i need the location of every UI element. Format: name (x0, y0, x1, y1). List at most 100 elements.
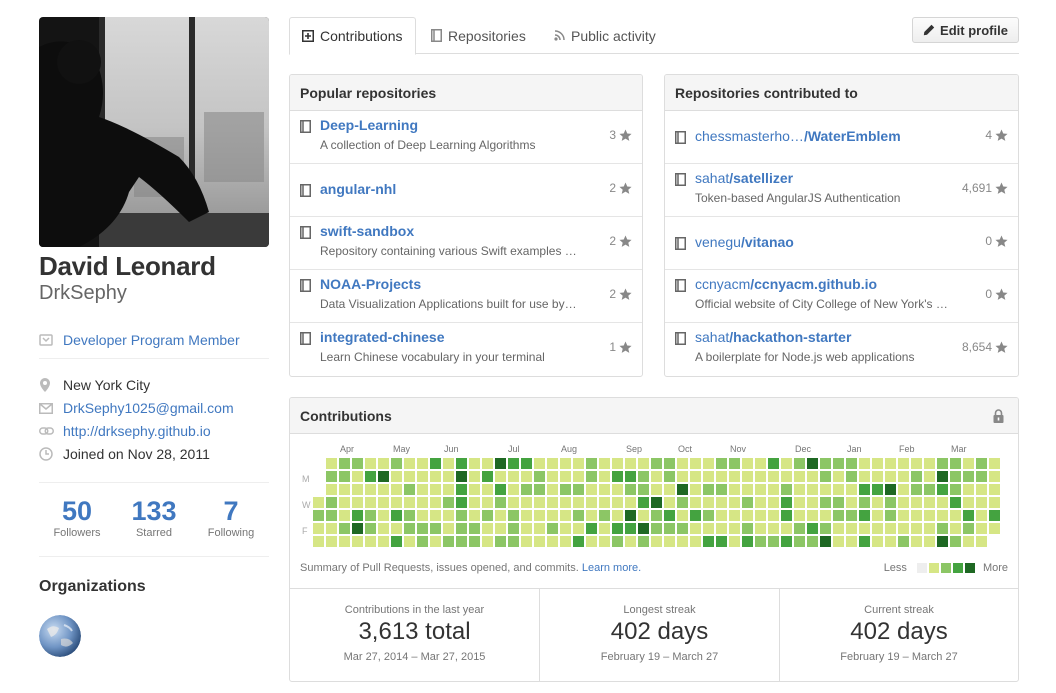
calendar-day-cell[interactable] (339, 471, 350, 482)
calendar-day-cell[interactable] (768, 497, 779, 508)
calendar-day-cell[interactable] (456, 536, 467, 547)
calendar-day-cell[interactable] (352, 484, 363, 495)
calendar-day-cell[interactable] (963, 497, 974, 508)
calendar-day-cell[interactable] (807, 510, 818, 521)
calendar-day-cell[interactable] (417, 471, 428, 482)
calendar-day-cell[interactable] (833, 458, 844, 469)
calendar-day-cell[interactable] (703, 458, 714, 469)
calendar-day-cell[interactable] (820, 510, 831, 521)
calendar-day-cell[interactable] (547, 484, 558, 495)
calendar-day-cell[interactable] (651, 471, 662, 482)
calendar-day-cell[interactable] (612, 458, 623, 469)
calendar-day-cell[interactable] (794, 471, 805, 482)
calendar-day-cell[interactable] (937, 536, 948, 547)
calendar-day-cell[interactable] (651, 497, 662, 508)
calendar-day-cell[interactable] (794, 484, 805, 495)
calendar-day-cell[interactable] (391, 497, 402, 508)
calendar-day-cell[interactable] (599, 497, 610, 508)
calendar-day-cell[interactable] (573, 484, 584, 495)
calendar-day-cell[interactable] (716, 523, 727, 534)
calendar-day-cell[interactable] (326, 471, 337, 482)
calendar-day-cell[interactable] (911, 458, 922, 469)
calendar-day-cell[interactable] (339, 484, 350, 495)
calendar-day-cell[interactable] (794, 536, 805, 547)
calendar-day-cell[interactable] (859, 471, 870, 482)
calendar-day-cell[interactable] (599, 536, 610, 547)
repo-item[interactable]: angular-nhl 2 (290, 164, 642, 217)
repo-name[interactable]: venegu/vitanao (695, 234, 794, 250)
calendar-day-cell[interactable] (937, 484, 948, 495)
organization-avatar[interactable] (39, 615, 81, 657)
calendar-day-cell[interactable] (989, 484, 1000, 495)
developer-badge-label[interactable]: Developer Program Member (63, 332, 240, 348)
calendar-day-cell[interactable] (911, 523, 922, 534)
calendar-day-cell[interactable] (482, 471, 493, 482)
calendar-day-cell[interactable] (950, 497, 961, 508)
calendar-day-cell[interactable] (534, 523, 545, 534)
calendar-day-cell[interactable] (456, 484, 467, 495)
calendar-day-cell[interactable] (781, 497, 792, 508)
calendar-day-cell[interactable] (625, 458, 636, 469)
calendar-day-cell[interactable] (378, 523, 389, 534)
calendar-day-cell[interactable] (820, 497, 831, 508)
calendar-day-cell[interactable] (937, 510, 948, 521)
calendar-day-cell[interactable] (885, 484, 896, 495)
calendar-day-cell[interactable] (313, 523, 324, 534)
calendar-day-cell[interactable] (482, 510, 493, 521)
calendar-day-cell[interactable] (846, 523, 857, 534)
calendar-day-cell[interactable] (508, 484, 519, 495)
calendar-day-cell[interactable] (677, 458, 688, 469)
calendar-day-cell[interactable] (950, 458, 961, 469)
calendar-day-cell[interactable] (417, 536, 428, 547)
profile-website[interactable]: http://drksephy.github.io (39, 420, 269, 442)
calendar-day-cell[interactable] (638, 497, 649, 508)
repo-name[interactable]: swift-sandbox (320, 223, 415, 239)
calendar-day-cell[interactable] (547, 471, 558, 482)
calendar-day-cell[interactable] (339, 536, 350, 547)
calendar-day-cell[interactable] (768, 471, 779, 482)
calendar-day-cell[interactable] (495, 497, 506, 508)
calendar-day-cell[interactable] (716, 510, 727, 521)
calendar-day-cell[interactable] (625, 484, 636, 495)
calendar-day-cell[interactable] (482, 523, 493, 534)
calendar-day-cell[interactable] (885, 458, 896, 469)
calendar-day-cell[interactable] (677, 523, 688, 534)
calendar-day-cell[interactable] (898, 471, 909, 482)
calendar-day-cell[interactable] (560, 484, 571, 495)
calendar-day-cell[interactable] (430, 536, 441, 547)
calendar-day-cell[interactable] (846, 458, 857, 469)
calendar-day-cell[interactable] (781, 458, 792, 469)
calendar-day-cell[interactable] (521, 471, 532, 482)
calendar-day-cell[interactable] (989, 523, 1000, 534)
calendar-day-cell[interactable] (820, 458, 831, 469)
calendar-day-cell[interactable] (807, 497, 818, 508)
repo-name[interactable]: sahat/hackathon-starter (695, 329, 851, 345)
calendar-day-cell[interactable] (404, 484, 415, 495)
calendar-day-cell[interactable] (612, 484, 623, 495)
calendar-day-cell[interactable] (768, 523, 779, 534)
calendar-day-cell[interactable] (352, 497, 363, 508)
calendar-day-cell[interactable] (664, 536, 675, 547)
calendar-day-cell[interactable] (651, 523, 662, 534)
calendar-day-cell[interactable] (846, 536, 857, 547)
calendar-day-cell[interactable] (313, 510, 324, 521)
calendar-day-cell[interactable] (729, 510, 740, 521)
calendar-day-cell[interactable] (651, 484, 662, 495)
calendar-day-cell[interactable] (313, 497, 324, 508)
calendar-day-cell[interactable] (742, 536, 753, 547)
calendar-day-cell[interactable] (339, 497, 350, 508)
calendar-day-cell[interactable] (508, 471, 519, 482)
calendar-day-cell[interactable] (742, 510, 753, 521)
calendar-day-cell[interactable] (989, 510, 1000, 521)
calendar-day-cell[interactable] (677, 510, 688, 521)
calendar-day-cell[interactable] (417, 510, 428, 521)
calendar-day-cell[interactable] (937, 523, 948, 534)
calendar-day-cell[interactable] (469, 458, 480, 469)
calendar-day-cell[interactable] (885, 471, 896, 482)
repo-name[interactable]: NOAA-Projects (320, 276, 422, 292)
calendar-day-cell[interactable] (664, 497, 675, 508)
calendar-day-cell[interactable] (937, 471, 948, 482)
calendar-day-cell[interactable] (586, 484, 597, 495)
calendar-day-cell[interactable] (794, 497, 805, 508)
calendar-day-cell[interactable] (638, 458, 649, 469)
